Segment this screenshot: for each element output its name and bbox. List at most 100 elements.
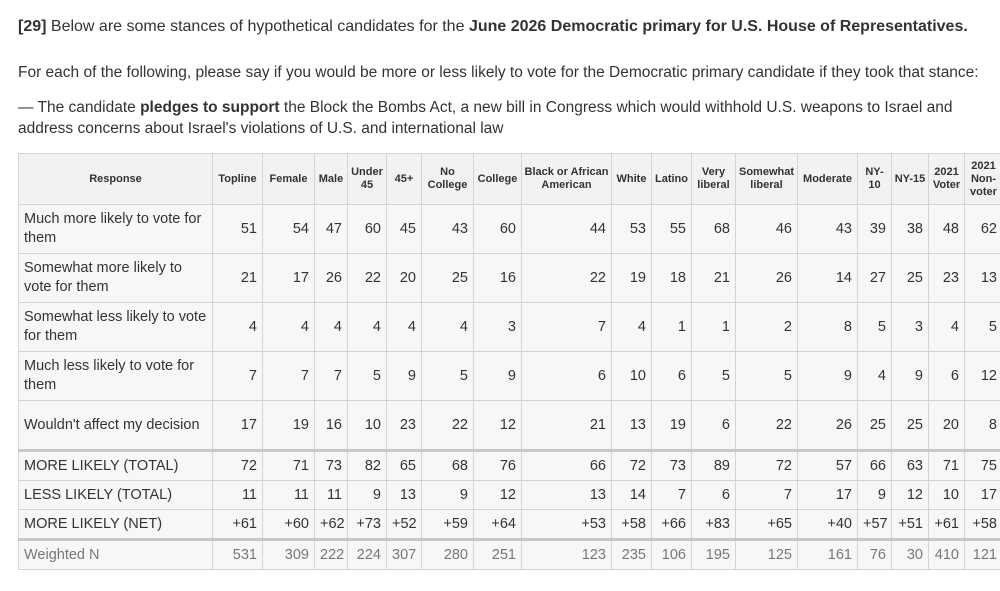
column-header: College — [473, 153, 522, 205]
table-cell: 55 — [651, 204, 692, 254]
table-cell: 12 — [473, 400, 522, 451]
table-cell: +64 — [473, 509, 522, 540]
table-cell: 1 — [651, 302, 692, 352]
table-cell: 60 — [347, 204, 387, 254]
table-cell: 17 — [212, 400, 263, 451]
column-header: NY-15 — [891, 153, 929, 205]
table-cell: 75 — [964, 449, 1000, 481]
table-cell: 106 — [651, 538, 692, 570]
table-cell: 9 — [421, 480, 474, 510]
table-cell: 3 — [891, 302, 929, 352]
table-cell: 9 — [857, 480, 892, 510]
stance-prefix: — The candidate — [18, 99, 136, 116]
row-label: LESS LIKELY (TOTAL) — [18, 480, 213, 510]
table-cell: 23 — [386, 400, 422, 451]
table-cell: 6 — [928, 351, 965, 401]
table-cell: 7 — [314, 351, 348, 401]
table-cell: +58 — [964, 509, 1000, 540]
table-cell: 7 — [212, 351, 263, 401]
table-cell: 73 — [651, 449, 692, 481]
question-number: [29] — [18, 18, 47, 35]
table-cell: 25 — [891, 400, 929, 451]
table-cell: 123 — [521, 538, 612, 570]
table-cell: 13 — [611, 400, 652, 451]
table-cell: 22 — [521, 253, 612, 303]
column-header: White — [611, 153, 652, 205]
table-cell: 7 — [651, 480, 692, 510]
table-cell: 72 — [611, 449, 652, 481]
table-cell: 9 — [891, 351, 929, 401]
table-cell: 46 — [735, 204, 798, 254]
table-cell: 307 — [386, 538, 422, 570]
table-cell: 10 — [928, 480, 965, 510]
table-cell: 68 — [421, 449, 474, 481]
table-cell: 57 — [797, 449, 858, 481]
column-header: 2021 Voter — [928, 153, 965, 205]
column-header: Female — [262, 153, 315, 205]
table-cell: 5 — [964, 302, 1000, 352]
table-cell: 62 — [964, 204, 1000, 254]
column-header: Latino — [651, 153, 692, 205]
row-label: Wouldn't affect my decision — [18, 400, 213, 451]
table-cell: 8 — [797, 302, 858, 352]
table-cell: 76 — [473, 449, 522, 481]
table-row: Much less likely to vote for them 7 7 7 5 9 5 9… — [18, 351, 1000, 401]
table-cell: 27 — [857, 253, 892, 303]
table-cell: 25 — [857, 400, 892, 451]
question-heading: [29] Below are some stances of hypotheti… — [18, 17, 968, 37]
table-cell: 4 — [262, 302, 315, 352]
table-cell: 30 — [891, 538, 929, 570]
table-cell: 4 — [611, 302, 652, 352]
table-cell: 26 — [735, 253, 798, 303]
table-cell: 5 — [857, 302, 892, 352]
table-cell: 71 — [928, 449, 965, 481]
table-cell: 9 — [473, 351, 522, 401]
column-header: Very liberal — [691, 153, 736, 205]
table-cell: +61 — [212, 509, 263, 540]
table-cell: 4 — [314, 302, 348, 352]
table-cell: 4 — [347, 302, 387, 352]
table-cell: 72 — [735, 449, 798, 481]
column-header: Somewhat liberal — [735, 153, 798, 205]
column-header: Male — [314, 153, 348, 205]
table-cell: 17 — [797, 480, 858, 510]
table-cell: 66 — [521, 449, 612, 481]
table-cell: 6 — [691, 400, 736, 451]
table-cell: 16 — [314, 400, 348, 451]
stance-rest: the Block the Bombs Act, a new bill in C… — [18, 99, 953, 137]
table-row: Much more likely to vote for them 51 54 47 6… — [18, 204, 1000, 254]
table-cell: 19 — [611, 253, 652, 303]
table-cell: 19 — [651, 400, 692, 451]
table-cell: 5 — [735, 351, 798, 401]
table-cell: 11 — [314, 480, 348, 510]
table-cell: 26 — [797, 400, 858, 451]
table-cell: 20 — [386, 253, 422, 303]
row-label: Much more likely to vote for them — [18, 204, 213, 254]
table-cell: +65 — [735, 509, 798, 540]
table-cell: 19 — [262, 400, 315, 451]
table-cell: 7 — [262, 351, 315, 401]
table-cell: 25 — [421, 253, 474, 303]
row-label: MORE LIKELY (NET) — [18, 509, 213, 540]
column-header: Under 45 — [347, 153, 387, 205]
table-cell: 82 — [347, 449, 387, 481]
table-cell: 410 — [928, 538, 965, 570]
table-cell: 43 — [421, 204, 474, 254]
table-cell: +53 — [521, 509, 612, 540]
column-header: Topline — [212, 153, 263, 205]
table-cell: +52 — [386, 509, 422, 540]
table-cell: 161 — [797, 538, 858, 570]
table-cell: 39 — [857, 204, 892, 254]
table-cell: +59 — [421, 509, 474, 540]
table-cell: 9 — [797, 351, 858, 401]
table-row: MORE LIKELY (TOTAL) 72 71 73 82 65 68 76 66 72 73 8… — [18, 449, 1000, 481]
table-cell: 14 — [797, 253, 858, 303]
table-cell: 4 — [928, 302, 965, 352]
row-label: Somewhat more likely to vote for them — [18, 253, 213, 303]
table-cell: +73 — [347, 509, 387, 540]
table-cell: 121 — [964, 538, 1000, 570]
table-cell: 51 — [212, 204, 263, 254]
table-cell: 3 — [473, 302, 522, 352]
table-cell: 21 — [521, 400, 612, 451]
table-cell: +40 — [797, 509, 858, 540]
